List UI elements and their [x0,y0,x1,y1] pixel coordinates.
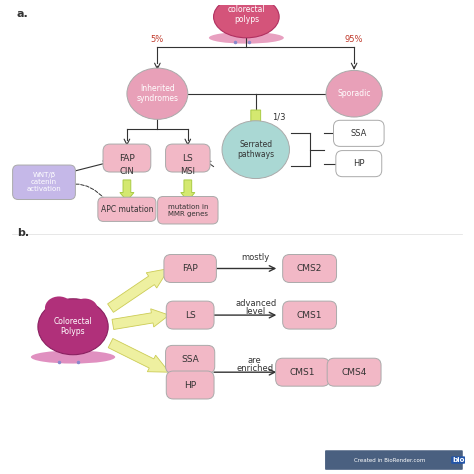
Text: CMS1: CMS1 [297,310,322,319]
FancyBboxPatch shape [103,144,151,172]
FancyBboxPatch shape [157,197,218,224]
Text: LS: LS [182,154,193,163]
FancyArrow shape [181,180,195,201]
Text: advanced: advanced [235,299,276,308]
FancyBboxPatch shape [334,120,384,146]
Text: 5%: 5% [151,36,164,45]
Text: Sporadic: Sporadic [337,89,371,98]
Text: Inherited
syndromes: Inherited syndromes [137,84,178,103]
FancyArrow shape [112,309,169,329]
Text: Colorectal
Polyps: Colorectal Polyps [54,317,92,337]
Ellipse shape [209,32,284,44]
Ellipse shape [72,299,98,319]
FancyArrow shape [120,180,134,201]
FancyBboxPatch shape [166,371,214,399]
Text: mutation in
MMR genes: mutation in MMR genes [168,204,208,217]
Text: SSA: SSA [351,129,367,138]
FancyBboxPatch shape [283,301,337,329]
Text: enriched: enriched [236,364,273,373]
Text: HP: HP [184,381,196,390]
FancyArrow shape [247,110,264,136]
FancyBboxPatch shape [165,144,210,172]
Text: Serrated
pathways: Serrated pathways [237,140,274,159]
Ellipse shape [214,0,279,38]
Text: APC mutation: APC mutation [100,205,153,214]
Text: SSA: SSA [181,355,199,364]
Text: bio: bio [452,457,465,463]
Text: CIN: CIN [119,167,134,176]
FancyBboxPatch shape [166,301,214,329]
Text: FAP: FAP [119,154,135,163]
Ellipse shape [38,299,108,355]
Ellipse shape [326,71,382,117]
Ellipse shape [222,121,290,179]
Text: LS: LS [185,310,196,319]
Text: 1/3: 1/3 [272,112,286,121]
Text: level: level [246,307,266,316]
Text: WNT/β
catenin
activation: WNT/β catenin activation [27,172,61,192]
FancyBboxPatch shape [13,165,75,200]
FancyBboxPatch shape [325,450,463,470]
Text: CMS2: CMS2 [297,264,322,273]
Text: CMS1: CMS1 [290,368,315,377]
Text: are: are [248,356,262,365]
Ellipse shape [45,296,73,320]
FancyBboxPatch shape [327,358,381,386]
Text: CMS4: CMS4 [341,368,367,377]
Text: Created in BioRender.com: Created in BioRender.com [354,457,426,463]
Text: b.: b. [17,228,29,238]
Ellipse shape [220,0,244,12]
FancyBboxPatch shape [164,255,217,283]
Ellipse shape [31,350,115,364]
FancyBboxPatch shape [336,151,382,177]
Text: HP: HP [353,159,365,168]
FancyBboxPatch shape [276,358,329,386]
Text: colorectal
polyps: colorectal polyps [228,5,265,24]
Ellipse shape [247,0,269,13]
FancyBboxPatch shape [165,346,215,374]
FancyArrow shape [108,338,169,372]
Ellipse shape [127,68,188,119]
FancyArrow shape [108,268,169,312]
Text: MSI: MSI [180,167,195,176]
Text: mostly: mostly [242,253,270,262]
Text: 95%: 95% [345,36,364,45]
Text: a.: a. [17,9,28,19]
FancyBboxPatch shape [98,197,156,221]
FancyBboxPatch shape [283,255,337,283]
Text: FAP: FAP [182,264,198,273]
